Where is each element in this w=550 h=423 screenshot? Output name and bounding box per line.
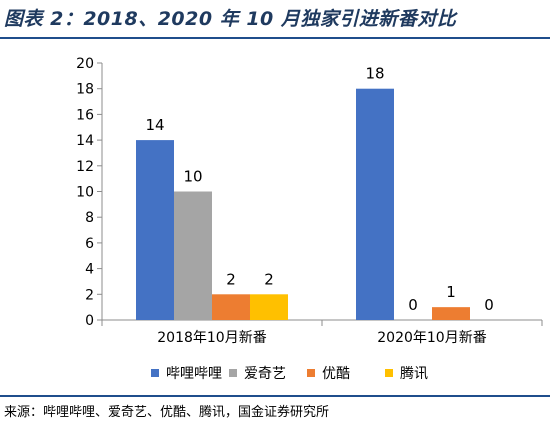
x-tick-label: 2018年10月新番 [157,330,266,346]
y-tick-label: 20 [76,56,94,72]
y-tick-label: 6 [85,236,94,252]
legend-swatch [151,369,159,377]
data-label: 2 [264,270,274,288]
legend-label: 腾讯 [400,365,428,382]
y-tick-label: 14 [76,133,94,149]
legend-label: 爱奇艺 [244,365,286,382]
chart-title: 图表 2：2018、2020 年 10 月独家引进新番对比 [4,8,457,30]
bar [432,307,470,320]
data-label: 2 [226,270,236,288]
source-divider [0,395,550,397]
legend-swatch [385,369,393,377]
y-tick-label: 8 [85,210,94,226]
data-label: 1 [446,283,456,301]
y-tick-label: 18 [76,82,94,98]
data-label: 18 [365,65,384,83]
bar [174,191,212,320]
bar [250,294,288,320]
legend-label: 优酷 [322,366,350,382]
y-tick-label: 4 [85,262,94,278]
source-note: 来源：哔哩哔哩、爱奇艺、优酷、腾讯，国金证券研究所 [4,405,330,420]
y-tick-label: 16 [76,107,94,123]
legend-swatch [229,369,237,377]
legend-swatch [307,369,315,377]
data-label: 0 [484,296,494,314]
bar [212,294,250,320]
y-tick-label: 12 [76,159,94,175]
bar [136,140,174,320]
y-tick-label: 10 [76,185,94,201]
y-tick-label: 0 [85,313,94,329]
data-label: 14 [145,116,164,134]
legend-label: 哔哩哔哩 [166,366,222,382]
title-divider [0,37,550,39]
data-label: 0 [408,296,418,314]
y-tick-label: 2 [85,287,94,303]
data-label: 10 [183,168,202,186]
bar [356,88,394,320]
x-tick-label: 2020年10月新番 [377,330,486,346]
